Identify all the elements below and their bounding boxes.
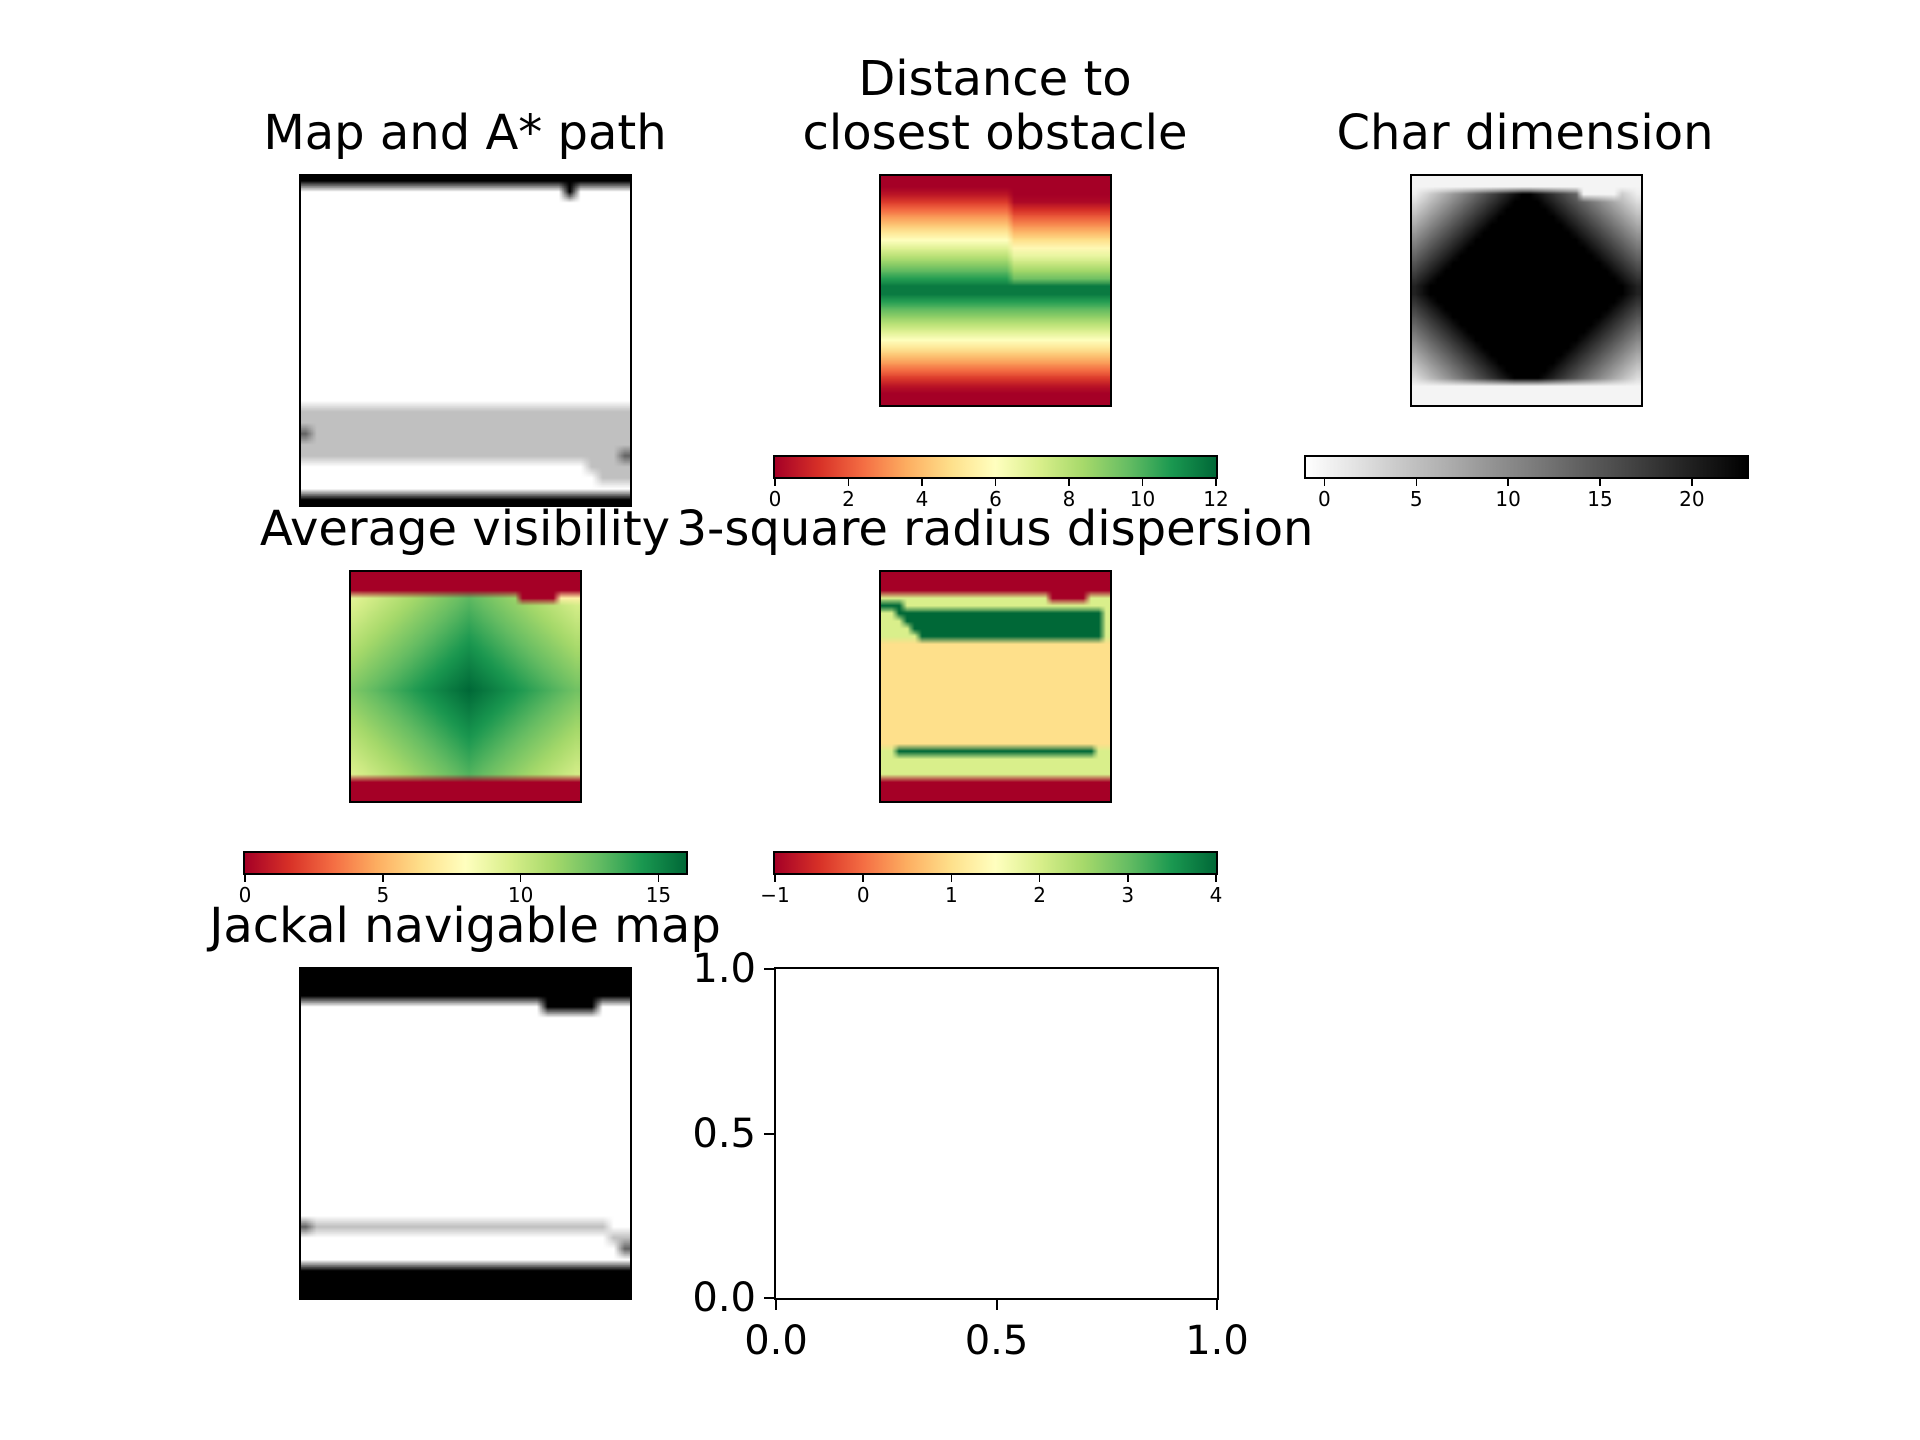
colorbar-tick [921,479,923,486]
axes-frame-dispersion [879,570,1112,803]
x-tick [775,1300,777,1310]
colorbar-tick-label: 1 [945,883,958,907]
colorbar-tick-label: 15 [1587,487,1613,511]
colorbar-tick [1323,479,1326,486]
colorbar-tick-label: 10 [1495,487,1521,511]
y-tick [764,968,774,970]
heatmap-char-dimension [1411,175,1641,405]
colorbar-tick [244,875,246,882]
colorbar-tick [1068,479,1070,486]
heatmap-map-astar [300,175,630,505]
colorbar-tick [950,875,953,882]
colorbar-tick [1141,479,1144,486]
axes-frame-distance [879,174,1112,407]
y-tick-label: 1.0 [692,946,756,992]
colorbar-tick-label: 0 [238,883,252,907]
colorbar-tick [382,875,384,882]
panel-title-visibility: Average visibility [259,501,671,557]
colorbar-tick [847,479,850,486]
panel-title-dispersion: 3-square radius dispersion [676,501,1314,557]
x-tick [1216,1300,1218,1310]
colorbar-tick [862,875,864,882]
colorbar-tick-label: −1 [760,883,790,907]
colorbar-tick [657,875,660,882]
colorbar-tick [774,875,776,882]
colorbar-tick [774,479,776,486]
colorbar-char-dimension [1304,455,1749,479]
panel-title-jackal: Jackal navigable map [209,898,721,954]
colorbar-tick [1691,479,1693,486]
axes-frame-visibility [349,570,582,803]
panel-title-char-dimension: Char dimension [1336,105,1714,161]
colorbar-tick-label: 10 [1129,487,1156,511]
colorbar-tick [1038,875,1041,882]
colorbar-tick [1415,479,1417,486]
colorbar-tick-label: 2 [842,487,855,511]
colorbar-tick [1599,479,1601,486]
heatmap-dispersion [880,571,1110,801]
colorbar-distance [773,455,1218,479]
x-tick-label: 0.0 [744,1318,808,1364]
colorbar-tick-label: 15 [645,883,672,907]
colorbar-tick [1507,479,1509,486]
colorbar-tick [1215,875,1217,882]
x-tick-label: 0.5 [964,1318,1029,1364]
x-tick-label: 1.0 [1185,1318,1249,1364]
y-tick [764,1297,774,1299]
colorbar-tick-label: 0 [1318,487,1331,511]
y-tick [764,1132,774,1135]
colorbar-tick [1127,875,1129,882]
colorbar-tick-label: 4 [915,487,929,511]
heatmap-distance [880,175,1110,405]
colorbar-tick-label: 12 [1203,487,1229,511]
empty-axes-frame [774,967,1219,1300]
colorbar-tick-label: 4 [1209,883,1223,907]
y-tick-label: 0.0 [692,1275,756,1321]
colorbar-tick [994,479,997,486]
y-tick-label: 0.5 [692,1110,756,1157]
colorbar-tick [519,875,522,882]
colorbar-tick-label: 0 [856,883,870,907]
colorbar-tick-label: 20 [1679,487,1705,511]
heatmap-visibility [350,571,580,801]
colorbar-tick-label: 5 [1409,487,1423,511]
panel-title-distance: Distance to closest obstacle [802,51,1188,161]
colorbar-tick [1215,479,1217,486]
x-tick [995,1300,998,1310]
colorbar-tick-label: 3 [1121,883,1135,907]
axes-frame-jackal [299,967,632,1300]
colorbar-tick-label: 5 [376,883,390,907]
heatmap-jackal [300,968,630,1298]
colorbar-tick-label: 6 [989,487,1002,511]
colorbar-tick-label: 2 [1033,883,1046,907]
axes-frame-char-dimension [1410,174,1643,407]
axes-frame-map [299,174,632,507]
colorbar-tick-label: 10 [507,883,534,907]
colorbar-dispersion [773,851,1218,875]
colorbar-tick-label: 0 [768,487,782,511]
colorbar-tick-label: 8 [1062,487,1076,511]
colorbar-visibility [243,851,688,875]
panel-title-map: Map and A* path [263,105,667,161]
